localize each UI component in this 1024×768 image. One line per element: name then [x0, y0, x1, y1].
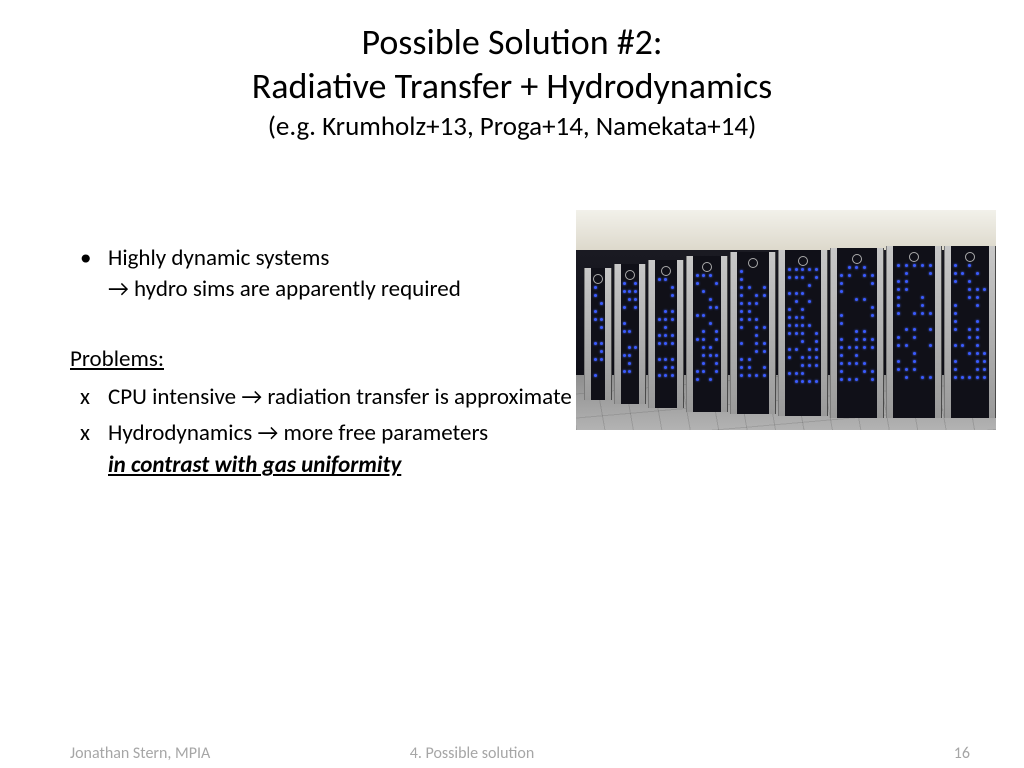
server-rack	[886, 246, 942, 418]
footer-section: 4. Possible solution	[0, 744, 1024, 763]
bullet-marker: •	[80, 243, 108, 274]
title-line1: Possible Solution #2:	[70, 20, 954, 64]
title-block: Possible Solution #2: Radiative Transfer…	[70, 20, 954, 143]
image-ceiling	[576, 210, 996, 250]
footer-page-number: 16	[954, 744, 970, 763]
problem-1-text: CPU intensive → radiation transfer is ap…	[108, 381, 572, 413]
server-rack-image	[576, 210, 996, 430]
server-rack	[614, 264, 646, 404]
problem-2-text: Hydrodynamics → more free parameters in …	[108, 417, 488, 481]
server-rack	[778, 250, 828, 416]
server-rack	[648, 260, 684, 408]
title-line2: Radiative Transfer + Hydrodynamics	[70, 64, 954, 108]
x-marker: x	[80, 417, 108, 449]
slide: Possible Solution #2: Radiative Transfer…	[0, 0, 1024, 768]
title-subtitle: (e.g. Krumholz+13, Proga+14, Namekata+14…	[70, 110, 954, 143]
server-rack	[730, 252, 776, 414]
server-rack	[686, 256, 728, 412]
problem-2-emphasis: in contrast with gas uniformity	[108, 451, 401, 479]
server-rack	[584, 268, 612, 400]
server-rack	[944, 246, 996, 418]
problem-2-line1: Hydrodynamics → more free parameters	[108, 419, 488, 447]
x-marker: x	[80, 381, 108, 413]
server-rack	[830, 248, 884, 418]
